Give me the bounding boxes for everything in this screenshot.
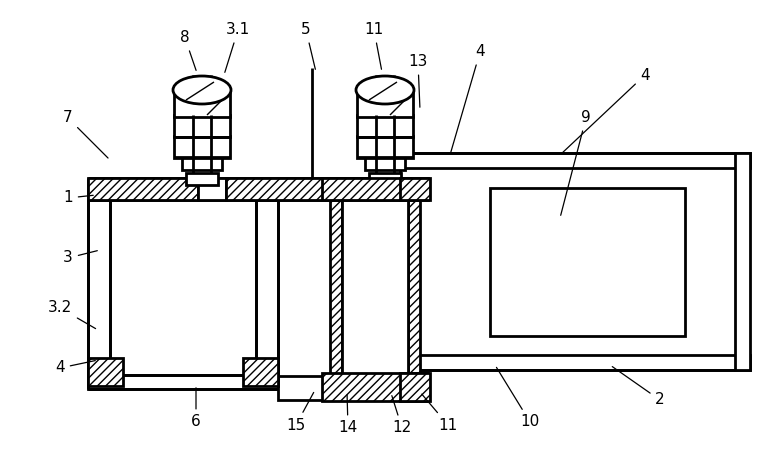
Bar [322,178,428,200]
Bar [342,200,408,388]
Text: 9: 9 [561,110,591,215]
Bar [369,173,401,185]
Text: 13: 13 [408,55,428,107]
Text: 10: 10 [496,368,539,430]
Bar [400,355,750,370]
Text: 11: 11 [364,23,384,69]
Text: 5: 5 [301,23,316,69]
Ellipse shape [173,76,231,104]
Bar [278,376,330,400]
Text: 6: 6 [191,388,201,430]
Bar [226,178,336,200]
Bar [400,153,750,168]
Bar [174,136,230,158]
Ellipse shape [356,76,414,104]
Bar [322,373,428,401]
Bar [88,375,278,389]
Bar [357,92,413,117]
Bar [243,358,278,386]
Bar [400,373,430,401]
Text: 7: 7 [63,110,108,158]
Text: 3: 3 [63,251,97,266]
Bar [400,178,430,200]
Text: 2: 2 [612,367,665,407]
Text: 4: 4 [55,360,96,376]
Bar [357,136,413,158]
Bar [174,115,230,137]
Text: 14: 14 [338,395,358,436]
Text: 12: 12 [392,396,412,436]
Text: 3.2: 3.2 [48,300,96,329]
Bar [186,173,218,185]
Bar [735,153,750,370]
Text: 15: 15 [287,392,314,432]
Text: 3.1: 3.1 [225,23,250,72]
Text: 1: 1 [63,190,93,205]
Bar [490,188,685,336]
Bar [88,178,198,200]
Bar [88,358,123,386]
Bar [336,178,360,200]
Text: 4: 4 [562,68,650,153]
Bar [408,200,420,388]
Bar [330,200,342,388]
Bar [365,155,405,170]
Text: 4: 4 [451,45,485,152]
Text: 11: 11 [422,394,457,432]
Text: 8: 8 [180,31,196,70]
Bar [256,200,278,375]
Bar [357,115,413,137]
Bar [174,92,230,117]
Bar [360,178,410,200]
Bar [88,200,110,375]
Bar [198,178,226,200]
Bar [182,155,222,170]
